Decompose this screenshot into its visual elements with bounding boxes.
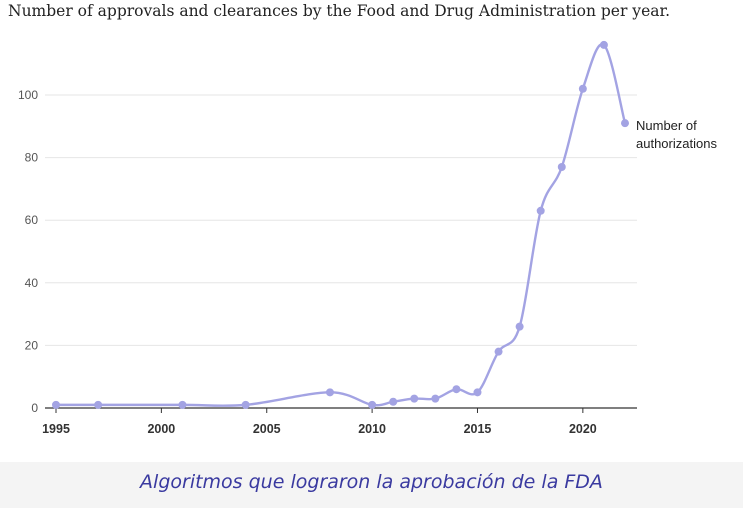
data-point-1995 (52, 400, 60, 409)
x-tick-label-2000: 2000 (147, 422, 175, 436)
data-point-2019 (557, 162, 566, 171)
figure-caption: Algoritmos que lograron la aprobación de… (140, 471, 603, 493)
x-tick-label-2015: 2015 (464, 422, 492, 436)
data-point-2014 (452, 385, 461, 394)
y-tick-label-80: 80 (25, 151, 39, 165)
series-label-line-1: Number of (636, 118, 697, 133)
data-point-1997 (94, 400, 103, 409)
line-chart: 0 20 40 60 80 100 1995 2000 2005 2010 2015 2020 Nu… (18, 40, 717, 436)
x-tick-label-1995: 1995 (42, 422, 70, 436)
x-tick-label-2005: 2005 (253, 422, 281, 436)
caption-band: Algoritmos que lograron la aprobación de… (0, 462, 743, 508)
x-axis (45, 407, 637, 413)
y-tick-label-60: 60 (25, 213, 39, 227)
series-label-line-2: authorizations (636, 136, 717, 151)
data-point-2013 (431, 394, 440, 403)
data-point-2020 (578, 84, 587, 93)
data-point-2004 (241, 400, 250, 409)
data-point-2012 (410, 394, 419, 403)
y-axis-ticks: 0 20 40 60 80 100 (18, 88, 38, 415)
data-point-2001 (178, 400, 187, 409)
series-label: Number of authorizations (636, 118, 717, 151)
series-line (54, 43, 627, 407)
y-tick-label-40: 40 (25, 276, 39, 290)
y-tick-label-20: 20 (25, 338, 39, 352)
data-point-2018 (536, 206, 545, 215)
grid-lines (45, 94, 637, 346)
y-tick-label-0: 0 (31, 401, 38, 415)
data-point-2022 (621, 119, 629, 128)
data-point-2011 (389, 397, 398, 406)
series-authorizations (52, 40, 629, 409)
x-axis-ticks: 1995 2000 2005 2010 2015 2020 (42, 422, 597, 436)
data-point-2016 (494, 347, 503, 356)
y-tick-label-100: 100 (18, 88, 38, 102)
data-point-2015 (473, 388, 482, 397)
data-point-2010 (368, 400, 377, 409)
data-point-2017 (515, 322, 524, 331)
x-tick-label-2020: 2020 (569, 422, 597, 436)
x-tick-label-2010: 2010 (358, 422, 386, 436)
data-point-2021 (599, 40, 608, 49)
chart-title: Number of approvals and clearances by th… (8, 2, 671, 20)
data-point-2008 (325, 388, 334, 397)
